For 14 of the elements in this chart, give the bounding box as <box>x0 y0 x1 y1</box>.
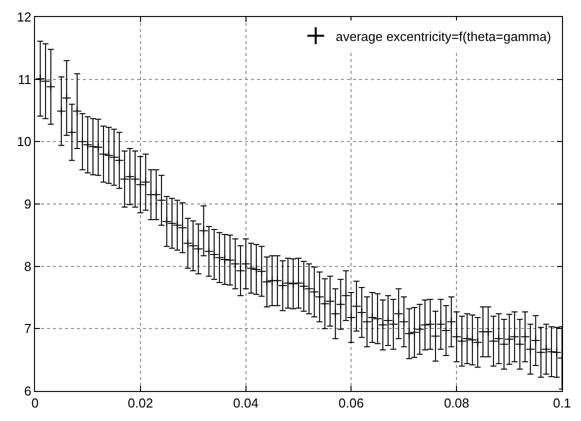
x-tick-label: 0.06 <box>338 396 364 411</box>
x-tick-label: 0.02 <box>128 396 154 411</box>
y-tick-label: 10 <box>16 134 32 150</box>
y-tick-label: 11 <box>18 72 32 87</box>
y-tick-label: 8 <box>24 258 32 274</box>
x-tick-label: 0 <box>31 396 39 411</box>
x-tick-label: 0.08 <box>444 396 470 411</box>
x-tick-label: 0.1 <box>552 396 572 411</box>
y-tick-label: 12 <box>16 10 32 25</box>
x-tick-label: 0.04 <box>233 396 258 411</box>
legend-label: average excentricity=f(theta=gamma) <box>336 28 552 44</box>
y-tick-label: 9 <box>24 196 32 212</box>
y-tick-label: 6 <box>24 384 32 399</box>
y-tick-label: 7 <box>24 321 32 336</box>
